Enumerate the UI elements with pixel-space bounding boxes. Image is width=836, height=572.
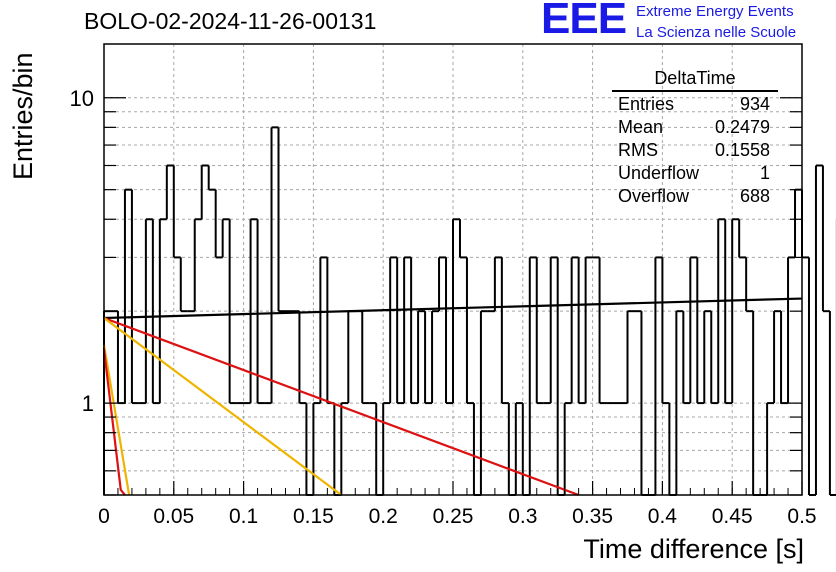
x-tick-label: 0.2 bbox=[369, 505, 398, 528]
fit-curve bbox=[102, 344, 131, 496]
stats-label: Underflow bbox=[618, 163, 700, 183]
x-tick-label: 0 bbox=[98, 505, 110, 528]
stats-label: Overflow bbox=[618, 186, 690, 206]
stats-value: 1 bbox=[759, 163, 770, 183]
stats-row: Overflow 688 bbox=[612, 185, 778, 208]
stats-title: DeltaTime bbox=[612, 68, 778, 92]
x-tick-label: 0.25 bbox=[433, 505, 474, 528]
stats-row: Entries 934 bbox=[612, 93, 778, 116]
x-tick-label: 0.3 bbox=[508, 505, 537, 528]
stats-row: RMS 0.1558 bbox=[612, 139, 778, 162]
stats-value: 688 bbox=[739, 186, 770, 206]
fit-curve bbox=[103, 317, 342, 496]
x-tick-label: 0.45 bbox=[712, 505, 753, 528]
x-tick-label: 0.1 bbox=[229, 505, 258, 528]
x-tick-label: 0.5 bbox=[787, 505, 816, 528]
y-tick-labels: 1 10 bbox=[70, 86, 94, 416]
histogram-steps bbox=[103, 126, 836, 496]
plot-title: BOLO-02-2024-11-26-00131 bbox=[84, 8, 377, 34]
stats-label: Entries bbox=[618, 94, 675, 114]
stats-value: 934 bbox=[739, 94, 770, 114]
stats-row: Mean 0.2479 bbox=[612, 116, 778, 139]
x-tick-labels: 0 0.05 0.1 0.15 0.2 0.25 0.3 0.35 0.4 0.45 0.5 bbox=[98, 505, 816, 528]
logo-line-1: Extreme Energy Events bbox=[636, 3, 794, 20]
x-tick-label: 0.15 bbox=[293, 505, 334, 528]
stats-label: RMS bbox=[618, 140, 658, 160]
fit-curves bbox=[102, 297, 803, 497]
eee-logo: EEE bbox=[541, 0, 627, 43]
y-axis-label: Entries/bin bbox=[8, 52, 38, 180]
axis-ticks bbox=[103, 97, 803, 496]
fit-curve bbox=[103, 297, 803, 320]
stats-row: Underflow 1 bbox=[612, 162, 778, 185]
fit-curve bbox=[102, 349, 126, 496]
stats-box: DeltaTime Entries 934 Mean 0.2479 RMS 0.… bbox=[612, 68, 778, 208]
x-axis-label: Time difference [s] bbox=[583, 534, 804, 564]
y-tick-label: 1 bbox=[82, 391, 94, 416]
x-tick-label: 0.4 bbox=[648, 505, 678, 528]
fit-curve bbox=[103, 316, 580, 497]
x-tick-label: 0.05 bbox=[153, 505, 194, 528]
stats-value: 0.2479 bbox=[714, 117, 770, 137]
logo-line-2: La Scienza nelle Scuole bbox=[636, 24, 797, 41]
stats-label: Mean bbox=[618, 117, 664, 137]
x-tick-label: 0.35 bbox=[572, 505, 613, 528]
stats-value: 0.1558 bbox=[714, 140, 770, 160]
y-tick-label: 10 bbox=[70, 86, 94, 111]
